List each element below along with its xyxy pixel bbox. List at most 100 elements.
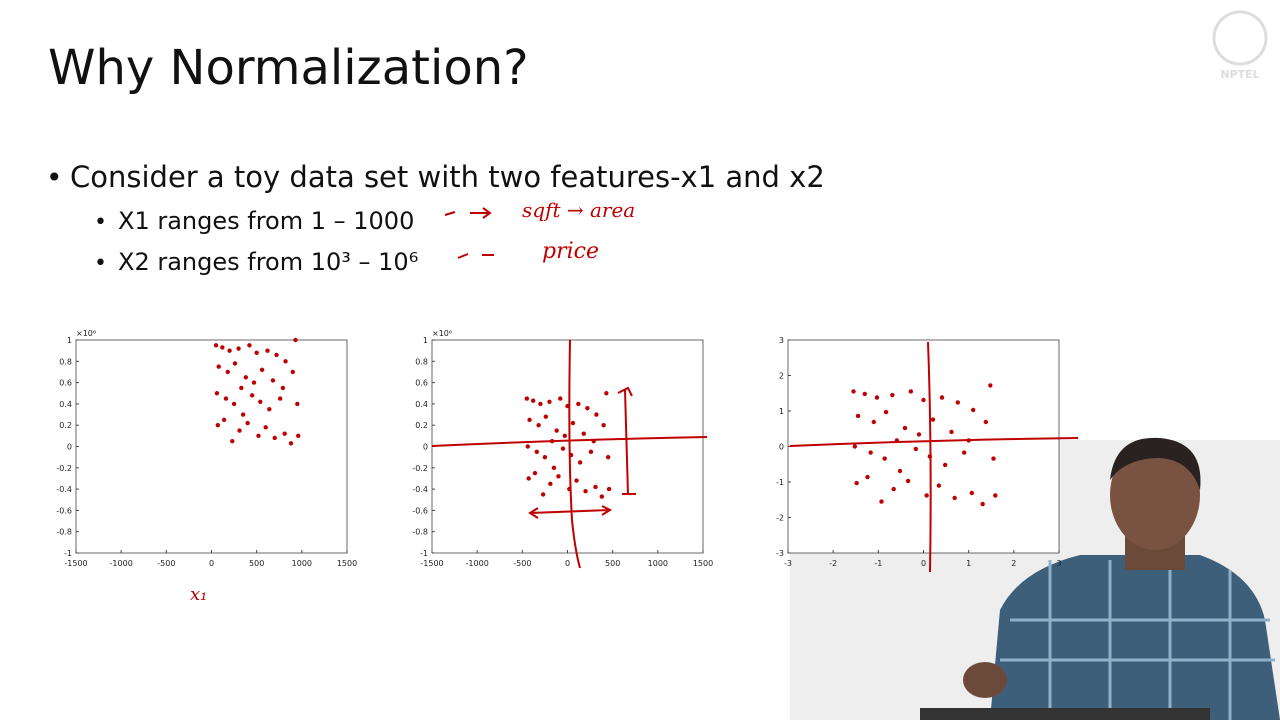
point (232, 361, 238, 366)
point (942, 462, 948, 468)
point (251, 380, 257, 385)
y-tick-label: 0.8 (59, 357, 72, 366)
x-tick-label: 1 (966, 559, 971, 568)
y-tick-label: 0.2 (59, 421, 72, 430)
x-tick-label: -1000 (466, 559, 489, 568)
point (272, 435, 277, 441)
point (536, 423, 541, 428)
point (554, 428, 559, 433)
y-tick-label: -0.8 (412, 528, 428, 537)
y-tick-label: -3 (776, 549, 784, 558)
point (955, 400, 961, 405)
point (547, 399, 552, 404)
point (890, 392, 895, 398)
point (588, 449, 594, 455)
y-exponent-label: ×10⁶ (76, 329, 96, 338)
point (265, 348, 270, 353)
point (862, 391, 867, 397)
point (961, 450, 967, 455)
y-tick-label: -2 (776, 514, 784, 523)
point (991, 456, 996, 461)
x-tick-label: 0 (209, 559, 214, 568)
point (296, 433, 301, 439)
point (930, 417, 936, 422)
point (601, 423, 606, 428)
y-tick-label: 2 (779, 372, 784, 381)
lecturer-head (1110, 440, 1200, 550)
x-tick-label: -2 (829, 559, 837, 568)
logo-circle (1212, 10, 1268, 66)
y-tick-label: 0 (67, 443, 72, 452)
y-tick-label: 0 (423, 443, 428, 452)
point (558, 396, 563, 401)
point (970, 407, 976, 413)
point (538, 401, 543, 407)
point (905, 478, 911, 484)
point (548, 481, 553, 486)
x-tick-label: 500 (249, 559, 264, 568)
x-tick-label: 0 (921, 559, 926, 568)
point (270, 378, 276, 383)
lecturer-hair (1110, 437, 1201, 490)
point (215, 423, 221, 428)
point (231, 401, 237, 407)
point (551, 465, 557, 470)
point (283, 359, 288, 364)
y-tick-label: 1 (779, 407, 784, 416)
y-exponent-label: ×10⁶ (432, 329, 452, 338)
point (290, 369, 295, 375)
point (562, 433, 567, 439)
x-tick-label: 1000 (648, 559, 668, 568)
point (216, 364, 221, 369)
y-tick-label: 0.4 (59, 400, 72, 409)
plot-area (75, 339, 348, 554)
x-tick-label: -1000 (110, 559, 133, 568)
y-tick-label: 0.8 (415, 357, 428, 366)
x-tick-label: -500 (157, 559, 175, 568)
point (526, 476, 531, 481)
point (865, 474, 870, 480)
point (525, 444, 530, 449)
point (882, 456, 887, 461)
point (277, 396, 283, 401)
y-tick-label: -1 (420, 549, 428, 558)
point (524, 396, 530, 401)
bullet-mark: • (94, 210, 107, 235)
point (606, 486, 612, 492)
point (556, 474, 561, 479)
point (543, 414, 549, 419)
y-tick-label: 1 (67, 336, 72, 345)
x-tick-label: 2 (1011, 559, 1016, 568)
point (574, 478, 579, 483)
point (939, 395, 945, 400)
point (952, 495, 957, 501)
point (227, 348, 232, 353)
point (532, 470, 538, 476)
point (282, 431, 287, 436)
y-tick-label: 0 (779, 443, 784, 452)
point (263, 425, 268, 430)
point (249, 393, 255, 398)
point (245, 420, 250, 426)
point (969, 490, 975, 496)
point (570, 420, 576, 426)
y-tick-label: -0.4 (412, 485, 428, 494)
y-tick-label: -0.6 (412, 506, 428, 515)
y-tick-label: -0.6 (56, 506, 72, 515)
desk (920, 708, 1210, 720)
point (936, 483, 942, 488)
y-tick-label: -0.4 (56, 485, 72, 494)
x-tick-label: -500 (513, 559, 531, 568)
y-tick-label: -1 (776, 478, 784, 487)
point (534, 449, 539, 455)
point (891, 486, 896, 492)
point (220, 345, 225, 350)
slide-title: Why Normalization? (48, 40, 529, 96)
point (577, 460, 583, 465)
x-tick-label: 1000 (292, 559, 312, 568)
point (295, 401, 300, 407)
point (916, 432, 922, 437)
point (527, 417, 532, 423)
point (581, 431, 586, 436)
point (983, 419, 989, 425)
